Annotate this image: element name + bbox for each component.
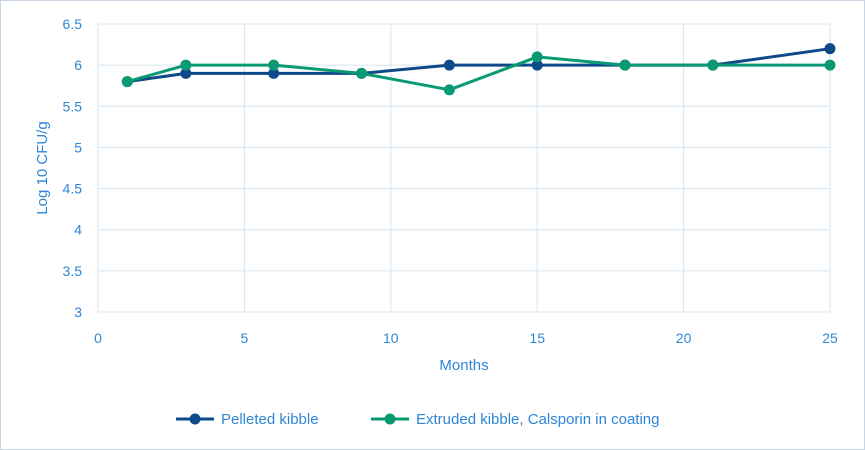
data-point [531, 59, 543, 71]
x-tick-label: 15 [529, 330, 545, 346]
data-point [531, 51, 543, 63]
data-point [707, 59, 719, 71]
data-point [443, 84, 455, 96]
legend: Pelleted kibble Extruded kibble, Calspori… [176, 411, 659, 428]
series-2 [121, 51, 836, 96]
y-tick-label: 6 [74, 57, 82, 73]
legend-label: Pelleted kibble [221, 411, 319, 428]
series-layer [121, 43, 836, 96]
data-point [180, 67, 192, 79]
x-tick-label: 25 [822, 330, 838, 346]
y-tick-label: 5 [74, 139, 82, 155]
x-tick-label: 20 [676, 330, 692, 346]
data-point [824, 59, 836, 71]
data-point [356, 67, 368, 79]
y-tick-label: 6.5 [63, 16, 83, 32]
x-tick-label: 5 [241, 330, 249, 346]
data-point [619, 59, 631, 71]
data-point [268, 67, 280, 79]
x-tick-label: 0 [94, 330, 102, 346]
data-point [180, 59, 192, 71]
y-tick-label: 3 [74, 304, 82, 320]
data-point [443, 59, 455, 71]
y-tick-label: 3.5 [63, 263, 83, 279]
y-tick-label: 4 [74, 222, 82, 238]
tick-labels: 3 3.5 4 4.5 5 5.5 6 6.5 0 5 10 15 20 25 [63, 16, 838, 346]
x-tick-label: 10 [383, 330, 399, 346]
legend-item: Pelleted kibble [176, 411, 319, 428]
grid-lines [97, 23, 831, 313]
legend-marker [189, 413, 201, 425]
y-axis-title: Log 10 CFU/g [34, 121, 51, 214]
data-point [268, 59, 280, 71]
legend-item: Extruded kibble, Calsporin in coating [371, 411, 659, 428]
y-tick-label: 5.5 [63, 98, 83, 114]
data-point [824, 43, 836, 55]
data-point [121, 76, 133, 88]
x-axis-title: Months [439, 357, 488, 374]
y-tick-label: 4.5 [63, 181, 83, 197]
legend-label: Extruded kibble, Calsporin in coating [416, 411, 659, 428]
legend-marker [384, 413, 396, 425]
